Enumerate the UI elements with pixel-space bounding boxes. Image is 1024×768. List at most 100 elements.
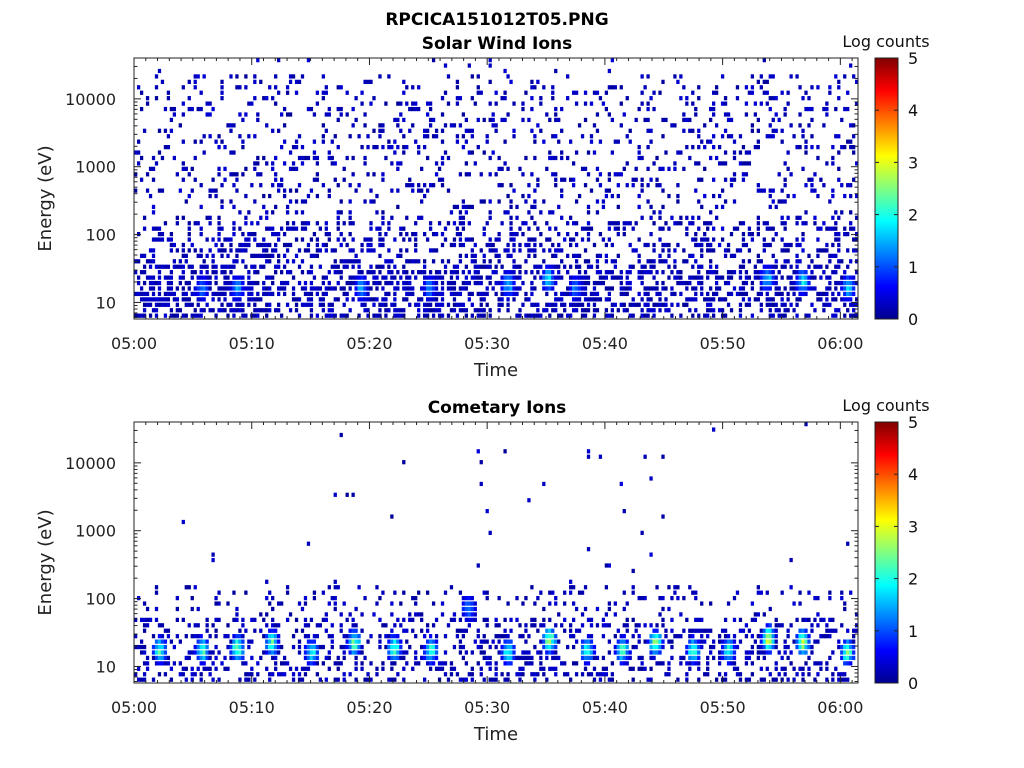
heatmap-cell bbox=[309, 639, 314, 644]
heatmap-cell bbox=[423, 183, 427, 188]
heatmap-cell bbox=[694, 590, 698, 595]
heatmap-cell bbox=[616, 232, 620, 237]
heatmap-cell bbox=[479, 297, 483, 302]
heatmap-cell bbox=[151, 204, 156, 210]
heatmap-cell bbox=[497, 199, 501, 204]
heatmap-cell bbox=[714, 264, 719, 269]
heatmap-cell bbox=[527, 253, 531, 258]
heatmap-cell bbox=[363, 280, 367, 286]
heatmap-cell bbox=[151, 286, 156, 291]
heatmap-cell bbox=[229, 237, 233, 242]
heatmap-cell bbox=[765, 101, 769, 106]
heatmap-cell bbox=[598, 270, 603, 275]
heatmap-cell bbox=[211, 623, 215, 628]
heatmap-cell bbox=[294, 666, 299, 671]
heatmap-cell bbox=[244, 248, 248, 253]
heatmap-cell bbox=[306, 248, 311, 253]
heatmap-cell bbox=[434, 308, 439, 313]
heatmap-cell bbox=[542, 639, 546, 644]
heatmap-cell bbox=[682, 302, 686, 307]
heatmap-cell bbox=[783, 106, 787, 112]
heatmap-cell bbox=[798, 601, 802, 606]
heatmap-cell bbox=[482, 308, 486, 313]
heatmap-cell bbox=[253, 253, 257, 258]
heatmap-cell bbox=[500, 96, 504, 101]
heatmap-cell bbox=[199, 634, 203, 639]
heatmap-cell bbox=[849, 650, 853, 655]
heatmap-cell bbox=[342, 672, 346, 677]
heatmap-cell bbox=[512, 232, 516, 237]
heatmap-cell bbox=[631, 590, 635, 595]
heatmap-cell bbox=[804, 661, 808, 666]
heatmap-cell bbox=[363, 677, 367, 682]
heatmap-cell bbox=[551, 155, 555, 161]
heatmap-cell bbox=[545, 628, 549, 633]
heatmap-cell bbox=[691, 590, 695, 595]
heatmap-cell bbox=[506, 302, 510, 307]
heatmap-cell bbox=[649, 270, 653, 275]
heatmap-cell bbox=[515, 215, 519, 220]
heatmap-cell bbox=[360, 650, 364, 655]
heatmap-cell bbox=[336, 677, 340, 682]
heatmap-cell bbox=[735, 590, 740, 595]
heatmap-cell bbox=[390, 677, 394, 682]
heatmap-cell bbox=[136, 280, 141, 286]
heatmap-cell bbox=[646, 302, 650, 307]
heatmap-cell bbox=[533, 601, 537, 606]
heatmap-cell bbox=[619, 644, 623, 650]
heatmap-cell bbox=[500, 655, 504, 661]
heatmap-cell bbox=[271, 128, 275, 133]
heatmap-cell bbox=[470, 291, 474, 297]
heatmap-cell bbox=[312, 639, 317, 644]
heatmap-cell bbox=[366, 677, 370, 682]
heatmap-cell bbox=[816, 237, 820, 242]
heatmap-cell bbox=[554, 68, 558, 74]
heatmap-cell bbox=[726, 291, 731, 297]
heatmap-cell bbox=[515, 275, 519, 280]
heatmap-cell bbox=[682, 248, 686, 253]
heatmap-cell bbox=[783, 199, 787, 204]
heatmap-cell bbox=[685, 226, 689, 231]
heatmap-cell bbox=[431, 655, 436, 661]
heatmap-cell bbox=[199, 313, 203, 318]
heatmap-cell bbox=[425, 628, 430, 633]
heatmap-cell bbox=[414, 634, 418, 639]
heatmap-cell bbox=[631, 302, 635, 307]
heatmap-cell bbox=[455, 134, 460, 139]
heatmap-cell bbox=[792, 639, 796, 644]
heatmap-cell bbox=[798, 145, 802, 150]
heatmap-cell bbox=[846, 183, 850, 188]
heatmap-cell bbox=[756, 232, 760, 237]
heatmap-cell bbox=[300, 677, 305, 682]
heatmap-cell bbox=[503, 661, 507, 666]
heatmap-cell bbox=[309, 650, 314, 655]
heatmap-cell bbox=[321, 123, 325, 128]
heatmap-cell bbox=[628, 280, 632, 286]
heatmap-cell bbox=[482, 313, 486, 318]
heatmap-cell bbox=[726, 639, 731, 644]
heatmap-cell bbox=[530, 672, 534, 677]
heatmap-cell bbox=[423, 634, 427, 639]
heatmap-cell bbox=[658, 210, 662, 215]
heatmap-cell bbox=[253, 308, 257, 313]
heatmap-cell bbox=[789, 302, 793, 307]
heatmap-cell bbox=[294, 90, 299, 95]
heatmap-cell bbox=[518, 286, 522, 291]
x-tick-label: 05:40 bbox=[582, 698, 628, 717]
heatmap-cell bbox=[804, 106, 808, 112]
heatmap-cell bbox=[524, 242, 528, 248]
heatmap-cell bbox=[315, 242, 320, 248]
heatmap-cell bbox=[712, 101, 716, 106]
heatmap-cell bbox=[309, 617, 314, 622]
heatmap-cell bbox=[548, 226, 552, 231]
heatmap-cell bbox=[509, 79, 513, 84]
heatmap-cell bbox=[309, 280, 314, 286]
heatmap-cell bbox=[175, 302, 179, 307]
heatmap-cell bbox=[628, 270, 632, 275]
heatmap-cell bbox=[274, 628, 278, 633]
heatmap-cell bbox=[417, 270, 421, 275]
heatmap-cell bbox=[232, 286, 236, 291]
heatmap-cell bbox=[554, 302, 558, 307]
heatmap-cell bbox=[706, 634, 710, 639]
heatmap-cell bbox=[551, 590, 555, 595]
